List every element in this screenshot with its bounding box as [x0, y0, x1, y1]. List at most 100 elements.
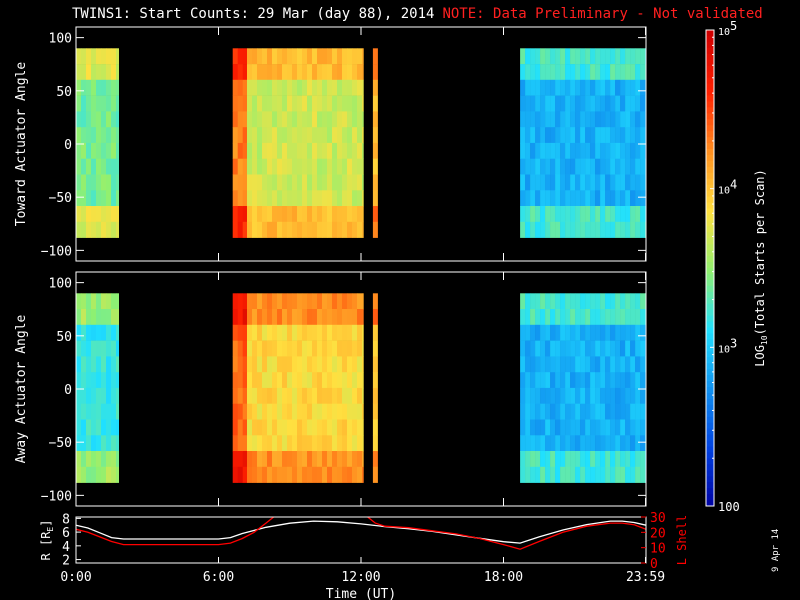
heatmap-cell [292, 142, 298, 159]
heatmap-cell [357, 403, 363, 420]
heatmap-cell [272, 372, 278, 389]
heatmap-cell [337, 451, 343, 468]
heatmap-cell [232, 79, 238, 96]
heatmap-cell [302, 79, 308, 96]
heatmap-cell [86, 387, 92, 404]
colorbar-segment [706, 250, 714, 257]
heatmap-cell [262, 221, 268, 238]
heatmap-cell [252, 309, 258, 326]
heatmap-cell [106, 372, 112, 389]
heatmap-cell [372, 190, 378, 207]
heatmap-cell [535, 435, 541, 452]
heatmap-cell [630, 451, 636, 468]
heatmap-cell [595, 79, 601, 96]
heatmap-cell [257, 387, 263, 404]
colorbar-segment [706, 53, 714, 61]
heatmap-cell [620, 206, 626, 223]
heatmap-cell [111, 324, 117, 341]
heatmap-cell [372, 64, 378, 81]
heatmap-cell [337, 158, 343, 175]
heatmap-cell [337, 127, 343, 144]
heatmap-cell [535, 403, 541, 420]
heatmap-cell [525, 48, 531, 65]
heatmap-cell [337, 340, 343, 357]
heatmap-cell [357, 309, 363, 326]
heatmap-cell [640, 190, 646, 207]
colorbar-tick-label: 105 [718, 19, 737, 38]
heatmap-cell [86, 206, 92, 223]
heatmap-cell [525, 158, 531, 175]
heatmap-cell [332, 158, 338, 175]
heatmap-cell [282, 206, 288, 223]
heatmap-cell [520, 372, 526, 389]
heatmap-cell [595, 174, 601, 191]
heatmap-cell [332, 79, 338, 96]
heatmap-cell [565, 356, 571, 373]
heatmap-cell [116, 127, 119, 144]
heatmap-cell [91, 340, 97, 357]
heatmap-cell [302, 403, 308, 420]
heatmap-cell [277, 64, 283, 81]
heatmap-cell [580, 309, 586, 326]
heatmap-cell [570, 111, 576, 128]
heatmap-cell [590, 158, 596, 175]
heatmap-cell [322, 221, 328, 238]
colorbar-segment [706, 303, 714, 311]
heatmap-cell [101, 95, 107, 112]
heatmap-cell [520, 221, 526, 238]
heatmap-cell [580, 293, 586, 310]
heatmap-cell [630, 142, 636, 159]
heatmap-cell [357, 64, 363, 81]
heatmap-cell [520, 127, 526, 144]
heatmap-cell [267, 79, 273, 96]
colorbar-segment [706, 244, 714, 251]
heatmap-cell [625, 142, 631, 159]
heatmap-cell [362, 142, 364, 159]
heatmap-cell [520, 174, 526, 191]
heatmap-cell [96, 387, 102, 404]
heatmap-cell [277, 79, 283, 96]
heatmap-cell [372, 340, 378, 357]
heatmap-cell [580, 127, 586, 144]
heatmap-cell [312, 79, 318, 96]
heatmap-cell [630, 206, 636, 223]
heatmap-cell [81, 127, 87, 144]
heatmap-cell [550, 324, 556, 341]
heatmap-cell [620, 356, 626, 373]
heatmap-cell [247, 340, 253, 357]
heatmap-cell [257, 142, 263, 159]
heatmap-cell [322, 142, 328, 159]
heatmap-cell [560, 48, 566, 65]
heatmap-cell [81, 293, 87, 310]
heatmap-cell [595, 466, 601, 483]
heatmap-cell [272, 111, 278, 128]
heatmap-cell [317, 419, 323, 436]
heatmap-cell [116, 111, 119, 128]
heatmap-cell [96, 79, 102, 96]
heatmap-cell [620, 79, 626, 96]
heatmap-cell [81, 309, 87, 326]
colorbar-segment [706, 476, 714, 483]
heatmap-cell [520, 48, 526, 65]
heatmap-cell [540, 174, 546, 191]
heatmap-cell [337, 48, 343, 65]
heatmap-cell [550, 309, 556, 326]
heatmap-cell [600, 466, 606, 483]
heatmap-cell [232, 324, 238, 341]
heatmap-cell [615, 309, 621, 326]
heatmap-cell [287, 206, 293, 223]
heatmap-cell [565, 79, 571, 96]
heatmap-cell [297, 403, 303, 420]
colorbar-segment [706, 464, 714, 471]
heatmap-cell [565, 419, 571, 436]
heatmap-cell [111, 435, 117, 452]
heatmap-cell [640, 142, 646, 159]
heatmap-cell [302, 419, 308, 436]
colorbar-segment [706, 232, 714, 239]
heatmap-cell [262, 451, 268, 468]
heatmap-cell [570, 79, 576, 96]
heatmap-cell [277, 293, 283, 310]
heatmap-cell [292, 206, 298, 223]
heatmap-cell [106, 419, 112, 436]
